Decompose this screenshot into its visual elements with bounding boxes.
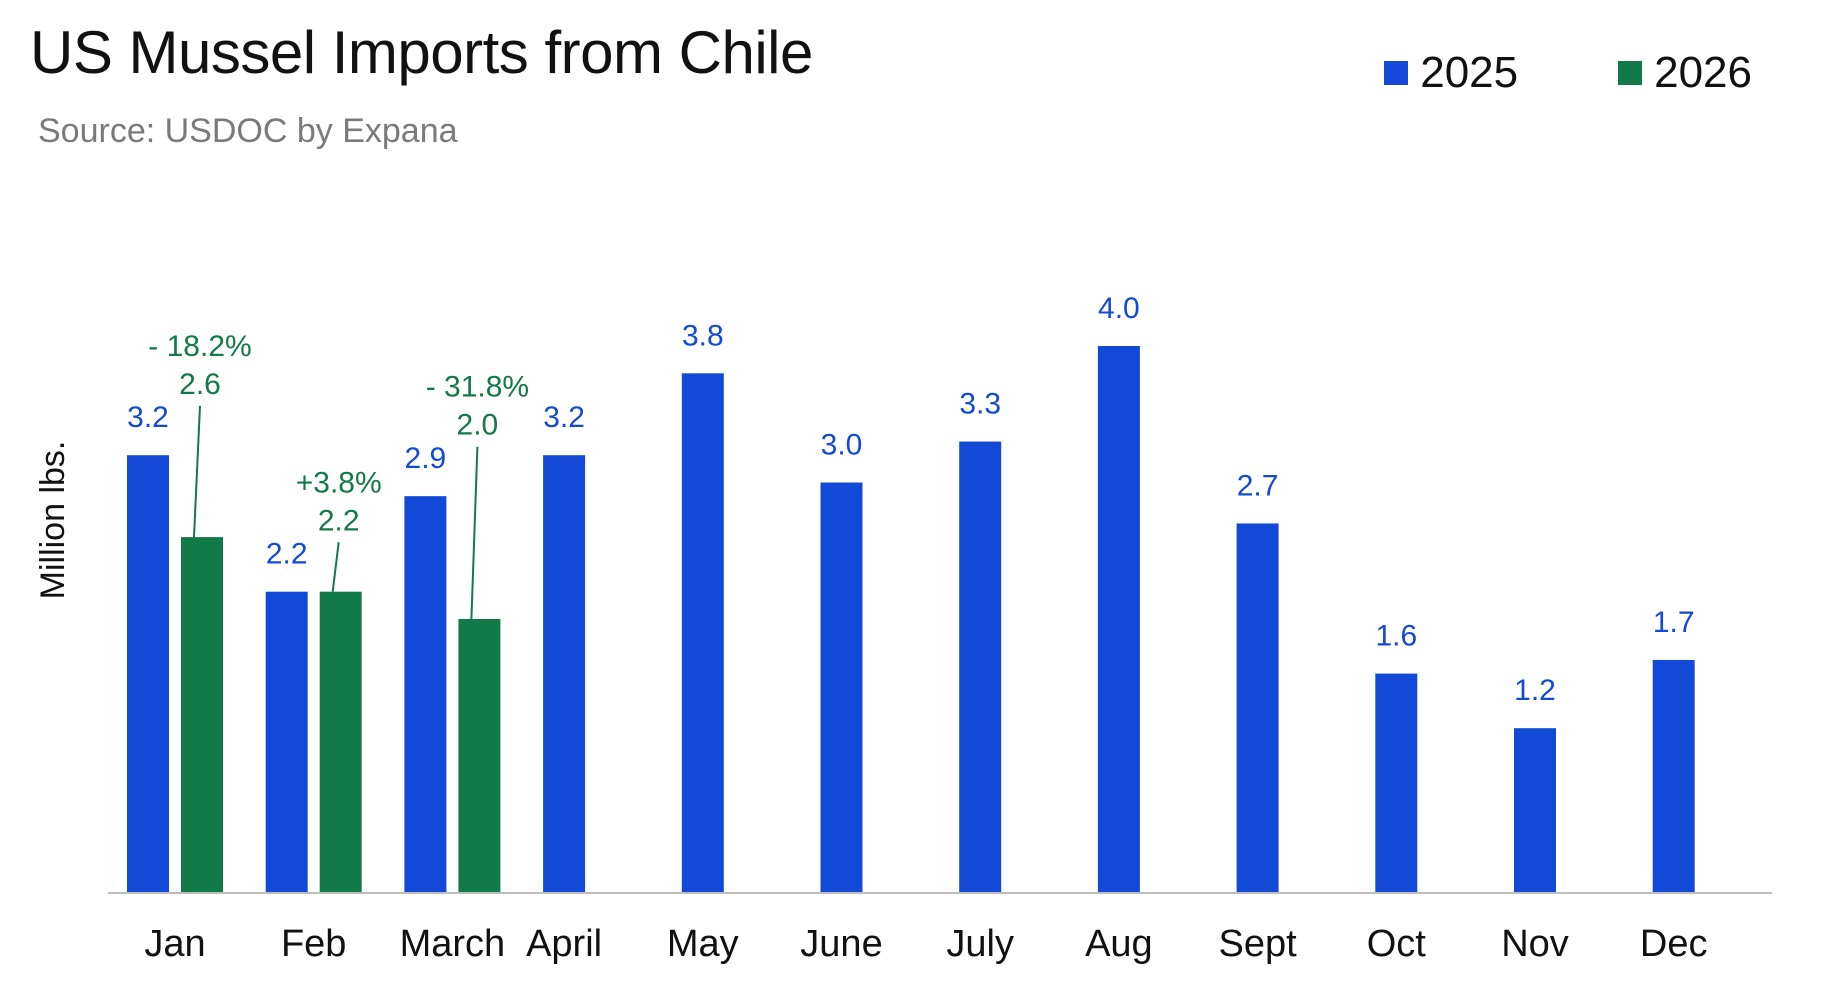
data-label-2025-aug: 4.0 (1098, 292, 1140, 325)
bar-2025-april (543, 455, 586, 892)
bar-2025-oct (1375, 673, 1418, 892)
x-tick-label-june: June (800, 923, 882, 965)
data-label-2025-june: 3.0 (821, 429, 863, 462)
legend-item-2025: 2025 (1384, 48, 1518, 98)
x-tick-label-nov: Nov (1501, 923, 1569, 965)
bar-2025-aug (1097, 346, 1140, 892)
x-tick-label-april: April (526, 923, 602, 965)
legend-label-2026: 2026 (1654, 48, 1752, 97)
x-tick-label-july: July (946, 923, 1014, 965)
bar-2026-jan (181, 537, 223, 892)
chart-title: US Mussel Imports from Chile (30, 19, 813, 86)
bar-2025-july (959, 441, 1002, 892)
x-tick-label-jan: Jan (144, 923, 205, 965)
bar-2025-dec (1652, 659, 1695, 892)
data-label-2026-march: 2.0 (457, 409, 499, 442)
y-axis-label: Million lbs. (34, 441, 72, 600)
data-label-2025-oct: 1.6 (1375, 620, 1417, 653)
legend-item-2026: 2026 (1618, 48, 1752, 98)
data-label-2026-feb: 2.2 (318, 504, 360, 537)
data-label-2025-nov: 1.2 (1514, 674, 1556, 707)
data-label-2025-may: 3.8 (682, 319, 724, 352)
bars-layer (127, 346, 1695, 892)
bar-2026-feb (319, 591, 362, 892)
bar-2025-march (404, 496, 447, 892)
change-label-2026-march: - 31.8% (426, 371, 529, 404)
x-tick-label-dec: Dec (1640, 923, 1708, 965)
leader-line-2026-feb (331, 542, 340, 592)
x-tick-labels: Jan Feb March April May June July Aug Sept Oct Nov… (144, 923, 1707, 965)
data-label-2025-dec: 1.7 (1653, 606, 1695, 639)
x-tick-label-oct: Oct (1367, 923, 1427, 965)
legend-label-2025: 2025 (1420, 48, 1519, 97)
x-tick-label-may: May (667, 923, 739, 965)
data-label-2026-jan: 2.6 (179, 368, 221, 401)
leader-line-2026-jan (193, 405, 201, 538)
legend-swatch-2026 (1618, 61, 1643, 85)
data-label-2025-feb: 2.2 (266, 538, 308, 571)
bar-2025-june (820, 482, 863, 892)
bar-2025-nov (1514, 728, 1556, 892)
bar-2026-march (458, 619, 501, 892)
bar-2025-may (681, 373, 724, 892)
change-label-2026-jan: - 18.2% (148, 330, 251, 363)
legend-swatch-2025 (1384, 61, 1409, 85)
data-label-2025-july: 3.3 (959, 388, 1001, 421)
x-tick-label-march: March (400, 923, 506, 965)
change-label-2026-feb: +3.8% (296, 466, 382, 499)
x-tick-label-aug: Aug (1085, 923, 1153, 965)
bar-2025-feb (265, 591, 308, 892)
legend: 2025 2026 (1384, 48, 1752, 98)
x-tick-label-sept: Sept (1219, 923, 1298, 965)
x-tick-label-feb: Feb (281, 923, 346, 965)
data-label-2025-march: 2.9 (405, 442, 447, 475)
bar-2025-jan (127, 455, 169, 892)
data-label-2025-sept: 2.7 (1237, 469, 1279, 502)
data-label-2025-jan: 3.2 (127, 401, 169, 434)
chart-subtitle: Source: USDOC by Expana (38, 112, 458, 150)
bar-2025-sept (1236, 523, 1279, 892)
leader-line-2026-march (470, 446, 479, 620)
data-label-2025-april: 3.2 (543, 401, 585, 434)
labels-layer: 3.2 2.6 - 18.2% 2.2 2.2 +3.8% 2.9 2.0 - 31.8% 3.2… (127, 292, 1694, 707)
